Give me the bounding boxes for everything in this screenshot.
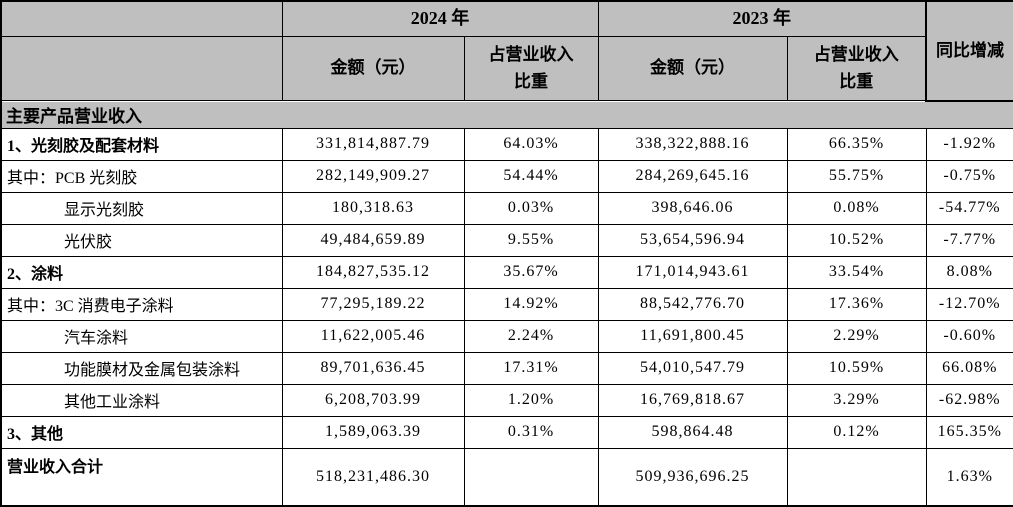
row-label: 其中：3C 消费电子涂料: [0, 287, 283, 321]
row-label: 1、光刻胶及配套材料: [0, 127, 283, 161]
ratio-2023-cell: 17.36%: [786, 287, 927, 321]
row-label: 功能膜材及金属包装涂料: [0, 351, 283, 385]
row-label: 显示光刻胶: [0, 191, 283, 225]
table-row: 光伏胶 49,484,659.89 9.55% 53,654,596.94 10…: [0, 223, 1013, 257]
yoy-cell: -12.70%: [925, 287, 1013, 321]
header-row-columns: 金额（元） 占营业收入 比重 金额（元） 占营业收入 比重: [0, 36, 1013, 101]
ratio-2024-cell: 0.31%: [463, 415, 599, 449]
ratio-2024-cell: 35.67%: [463, 255, 599, 289]
amount-2023-cell: 54,010,547.79: [597, 351, 788, 385]
amount-2023-cell: 398,646.06: [597, 191, 788, 225]
yoy-cell: -7.77%: [925, 223, 1013, 257]
amount-2023-cell: 53,654,596.94: [597, 223, 788, 257]
corner-cell-top: [0, 0, 283, 37]
ratio-2023-cell: 55.75%: [786, 159, 927, 193]
ratio-2023-cell: 2.29%: [786, 319, 927, 353]
ratio-2024-cell: 14.92%: [463, 287, 599, 321]
amount-2024-cell: 77,295,189.22: [281, 287, 465, 321]
ratio-2024-cell: 0.03%: [463, 191, 599, 225]
section-row: 主要产品营业收入: [0, 100, 1013, 129]
table-row: 3、其他 1,589,063.39 0.31% 598,864.48 0.12%…: [0, 415, 1013, 449]
amount-2024-cell: 282,149,909.27: [281, 159, 465, 193]
total-ratio-2023-cell: [786, 447, 927, 506]
amount-2024-cell: 184,827,535.12: [281, 255, 465, 289]
ratio-2023-cell: 33.54%: [786, 255, 927, 289]
ratio-2023-cell: 10.59%: [786, 351, 927, 385]
amount-2023-header: 金额（元）: [597, 36, 788, 101]
yoy-cell: -1.92%: [925, 127, 1013, 161]
total-ratio-2024-cell: [463, 447, 599, 506]
row-label: 汽车涂料: [0, 319, 283, 353]
amount-2024-cell: 11,622,005.46: [281, 319, 465, 353]
row-label: 其他工业涂料: [0, 383, 283, 417]
table-row: 显示光刻胶 180,318.63 0.03% 398,646.06 0.08% …: [0, 191, 1013, 225]
total-label: 营业收入合计: [0, 447, 283, 506]
amount-2024-cell: 89,701,636.45: [281, 351, 465, 385]
amount-2024-header: 金额（元）: [281, 36, 465, 101]
yoy-cell: -0.60%: [925, 319, 1013, 353]
yoy-cell: 66.08%: [925, 351, 1013, 385]
row-label: 光伏胶: [0, 223, 283, 257]
amount-2023-cell: 11,691,800.45: [597, 319, 788, 353]
ratio-2023-header: 占营业收入 比重: [786, 36, 927, 101]
ratio-2024-header: 占营业收入 比重: [463, 36, 599, 101]
table-row: 功能膜材及金属包装涂料 89,701,636.45 17.31% 54,010,…: [0, 351, 1013, 385]
header-row-years: 2024 年 2023 年 同比增减: [0, 0, 1013, 102]
yoy-cell: 165.35%: [925, 415, 1013, 449]
amount-2024-cell: 331,814,887.79: [281, 127, 465, 161]
ratio-2023-cell: 66.35%: [786, 127, 927, 161]
total-amount-2023-cell: 509,936,696.25: [597, 447, 788, 506]
amount-2023-cell: 16,769,818.67: [597, 383, 788, 417]
yoy-cell: 8.08%: [925, 255, 1013, 289]
amount-2023-cell: 284,269,645.16: [597, 159, 788, 193]
amount-2023-cell: 88,542,776.70: [597, 287, 788, 321]
ratio-2023-cell: 10.52%: [786, 223, 927, 257]
amount-2023-cell: 598,864.48: [597, 415, 788, 449]
table-row: 其中：3C 消费电子涂料 77,295,189.22 14.92% 88,542…: [0, 287, 1013, 321]
row-label: 其中：PCB 光刻胶: [0, 159, 283, 193]
ratio-2024-cell: 2.24%: [463, 319, 599, 353]
ratio-2024-cell: 17.31%: [463, 351, 599, 385]
amount-2024-cell: 49,484,659.89: [281, 223, 465, 257]
total-amount-2024-cell: 518,231,486.30: [281, 447, 465, 506]
table-row: 其中：PCB 光刻胶 282,149,909.27 54.44% 284,269…: [0, 159, 1013, 193]
yoy-cell: -0.75%: [925, 159, 1013, 193]
yoy-header: 同比增减: [925, 0, 1013, 102]
yoy-cell: -54.77%: [925, 191, 1013, 225]
ratio-2024-cell: 54.44%: [463, 159, 599, 193]
year-2024-header: 2024 年: [281, 0, 599, 37]
total-row: 营业收入合计 518,231,486.30 509,936,696.25 1.6…: [0, 447, 1013, 506]
ratio-2023-cell: 0.12%: [786, 415, 927, 449]
section-title: 主要产品营业收入: [0, 100, 1013, 129]
ratio-2024-cell: 64.03%: [463, 127, 599, 161]
total-yoy-cell: 1.63%: [925, 447, 1013, 506]
ratio-2023-cell: 3.29%: [786, 383, 927, 417]
table-row: 汽车涂料 11,622,005.46 2.24% 11,691,800.45 2…: [0, 319, 1013, 353]
ratio-2024-cell: 1.20%: [463, 383, 599, 417]
ratio-2024-cell: 9.55%: [463, 223, 599, 257]
amount-2023-cell: 171,014,943.61: [597, 255, 788, 289]
corner-cell-bottom: [0, 36, 283, 101]
amount-2023-cell: 338,322,888.16: [597, 127, 788, 161]
table-row: 其他工业涂料 6,208,703.99 1.20% 16,769,818.67 …: [0, 383, 1013, 417]
amount-2024-cell: 180,318.63: [281, 191, 465, 225]
row-label: 2、涂料: [0, 255, 283, 289]
amount-2024-cell: 6,208,703.99: [281, 383, 465, 417]
ratio-2023-cell: 0.08%: [786, 191, 927, 225]
table-row: 1、光刻胶及配套材料 331,814,887.79 64.03% 338,322…: [0, 127, 1013, 161]
row-label: 3、其他: [0, 415, 283, 449]
yoy-cell: -62.98%: [925, 383, 1013, 417]
amount-2024-cell: 1,589,063.39: [281, 415, 465, 449]
table-row: 2、涂料 184,827,535.12 35.67% 171,014,943.6…: [0, 255, 1013, 289]
year-2023-header: 2023 年: [597, 0, 927, 37]
